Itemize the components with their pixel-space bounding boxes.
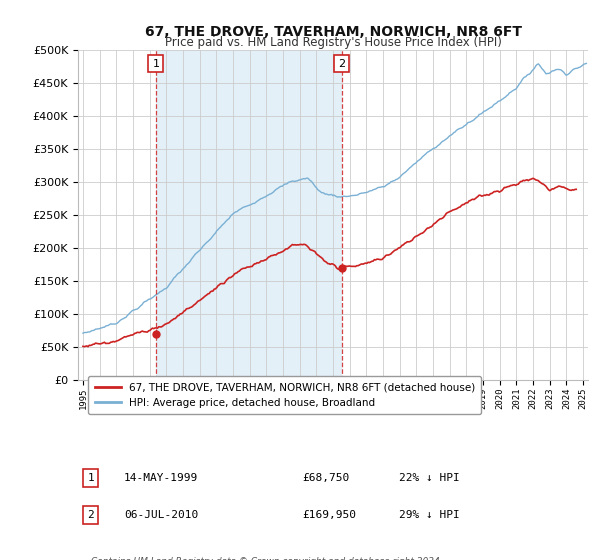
Text: 2: 2 xyxy=(338,59,345,68)
Text: Contains HM Land Registry data © Crown copyright and database right 2024.
This d: Contains HM Land Registry data © Crown c… xyxy=(91,557,442,560)
Text: Price paid vs. HM Land Registry's House Price Index (HPI): Price paid vs. HM Land Registry's House … xyxy=(164,36,502,49)
Text: 22% ↓ HPI: 22% ↓ HPI xyxy=(400,473,460,483)
Text: 06-JUL-2010: 06-JUL-2010 xyxy=(124,510,198,520)
Text: 29% ↓ HPI: 29% ↓ HPI xyxy=(400,510,460,520)
Legend: 67, THE DROVE, TAVERHAM, NORWICH, NR8 6FT (detached house), HPI: Average price, : 67, THE DROVE, TAVERHAM, NORWICH, NR8 6F… xyxy=(88,376,481,414)
Text: £169,950: £169,950 xyxy=(302,510,356,520)
Bar xyxy=(156,50,341,380)
Text: 1: 1 xyxy=(88,473,94,483)
Text: 67, THE DROVE, TAVERHAM, NORWICH, NR8 6FT: 67, THE DROVE, TAVERHAM, NORWICH, NR8 6F… xyxy=(145,25,521,39)
Text: 1: 1 xyxy=(152,59,160,68)
Text: 2: 2 xyxy=(88,510,94,520)
Text: £68,750: £68,750 xyxy=(302,473,350,483)
Text: 14-MAY-1999: 14-MAY-1999 xyxy=(124,473,198,483)
